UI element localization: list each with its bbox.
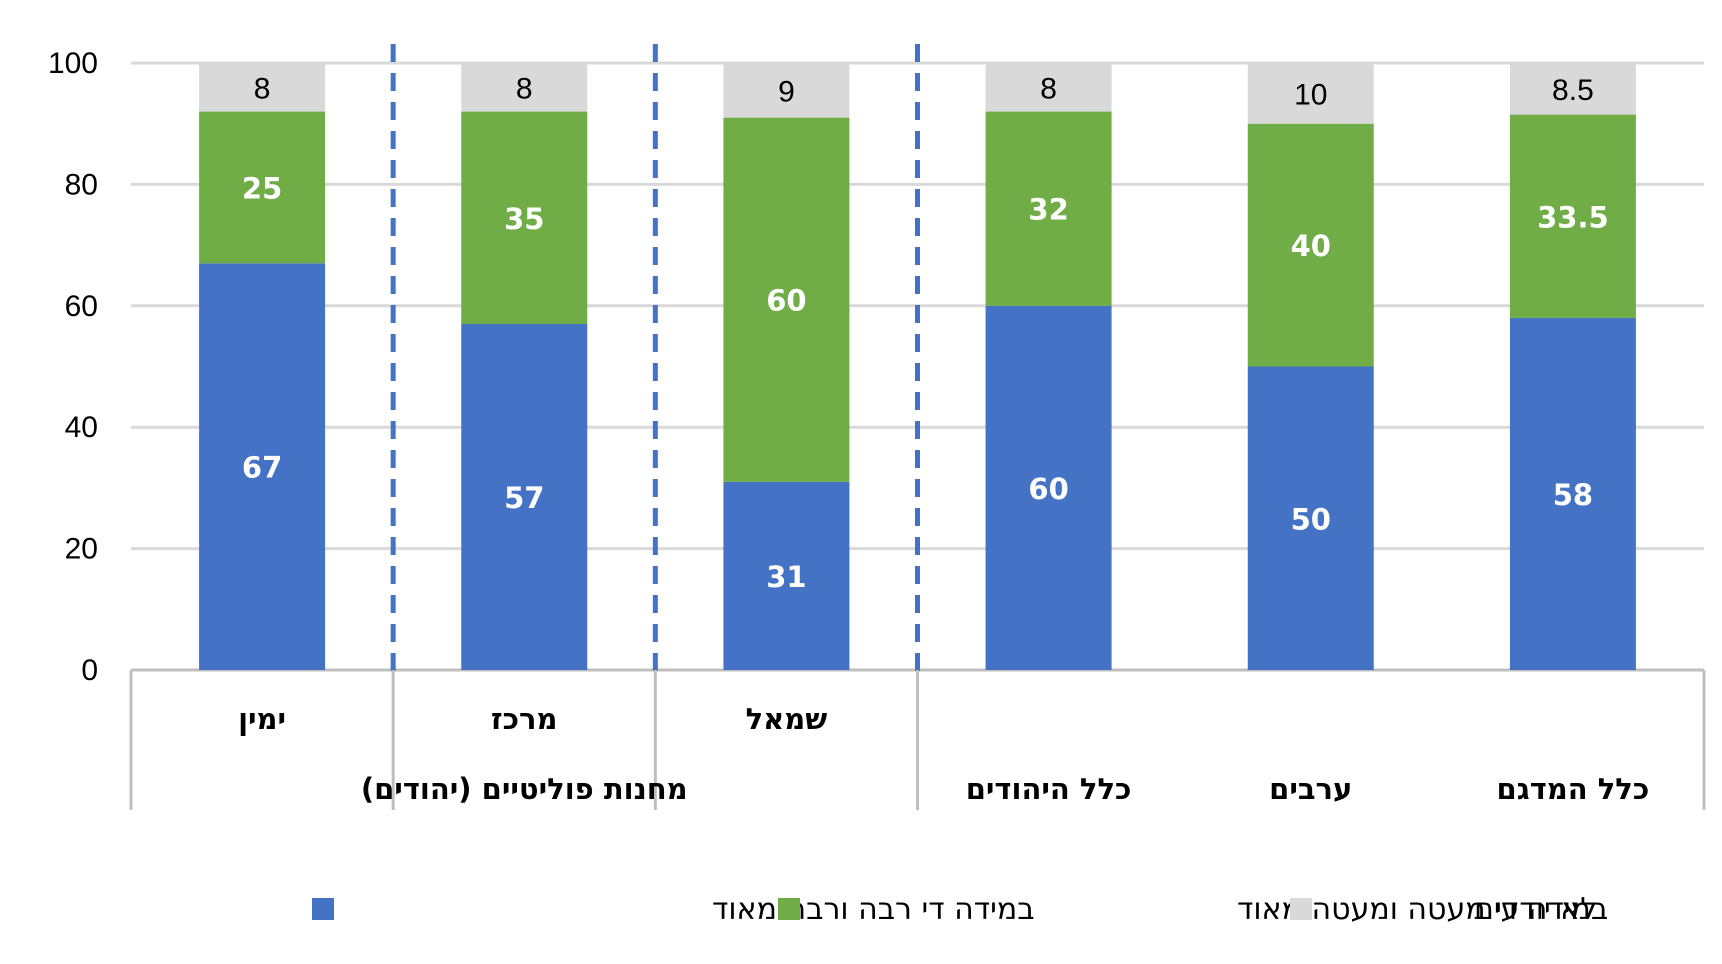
bar-segment bbox=[1509, 317, 1636, 670]
data-label: 50 bbox=[1291, 502, 1331, 536]
bar-segment bbox=[1247, 366, 1374, 670]
data-label: 31 bbox=[766, 560, 806, 594]
group-separators bbox=[390, 44, 920, 676]
category-label: ימין bbox=[238, 702, 286, 736]
bar-segment bbox=[985, 111, 1112, 306]
group-label: מחנות פוליטיים (יהודים) bbox=[361, 772, 688, 806]
legend: במידה די רבה ורבה מאוד במידה די מעטה ומעט… bbox=[312, 892, 1608, 927]
bar-segment bbox=[461, 63, 588, 112]
bar-segment bbox=[1247, 123, 1374, 367]
bar-segment bbox=[723, 481, 850, 670]
bar-segment bbox=[1509, 114, 1636, 318]
y-tick-label: 20 bbox=[65, 533, 98, 566]
legend-swatch bbox=[312, 898, 334, 920]
y-tick-label: 0 bbox=[81, 654, 98, 687]
category-label: שמאל bbox=[746, 702, 828, 736]
y-tick-label: 100 bbox=[48, 47, 98, 80]
bars bbox=[199, 63, 1636, 670]
data-labels: 58 33.5 8.5 50 40 10 60 32 8 31 60 9 57 35 8 67 25 8 bbox=[242, 72, 1609, 594]
legend-swatch bbox=[778, 898, 800, 920]
y-tick-label: 40 bbox=[65, 411, 98, 444]
bar-segment bbox=[199, 63, 326, 112]
bar-segment bbox=[1247, 63, 1374, 124]
y-axis: 0 20 40 60 80 100 bbox=[48, 47, 98, 687]
data-label: 25 bbox=[242, 171, 282, 205]
group-label: כלל המדגם bbox=[1497, 772, 1650, 806]
data-label: 40 bbox=[1291, 229, 1331, 263]
group-label: ערבים bbox=[1269, 772, 1352, 806]
category-label: מרכז bbox=[491, 702, 557, 736]
bar-segment bbox=[199, 263, 326, 670]
data-label: 9 bbox=[778, 75, 795, 108]
data-label: 8 bbox=[1040, 72, 1057, 105]
data-label: 8 bbox=[516, 72, 533, 105]
bar-segment bbox=[985, 305, 1112, 670]
y-tick-label: 80 bbox=[65, 168, 98, 201]
data-label: 33.5 bbox=[1537, 200, 1609, 234]
group-label: כלל היהודים bbox=[966, 772, 1132, 806]
bar-segment bbox=[199, 111, 326, 264]
data-label: 32 bbox=[1028, 193, 1068, 227]
bar-segment bbox=[723, 117, 850, 482]
legend-label: במידה די רבה ורבה מאוד bbox=[712, 892, 1035, 927]
y-tick-label: 60 bbox=[65, 290, 98, 323]
x-axis: שמאל מרכז ימין כלל המדגם ערבים כלל היהודים מחנ… bbox=[129, 670, 1706, 810]
data-label: 60 bbox=[1028, 472, 1068, 506]
data-label: 35 bbox=[504, 202, 544, 236]
bar-segment bbox=[1509, 63, 1636, 115]
bar-segment bbox=[985, 63, 1112, 112]
data-label: 8.5 bbox=[1552, 74, 1594, 107]
data-label: 58 bbox=[1553, 478, 1593, 512]
legend-label: לא יודעים bbox=[1474, 892, 1597, 927]
bar-segment bbox=[723, 63, 850, 118]
data-label: 67 bbox=[242, 451, 282, 485]
legend-swatch bbox=[1290, 898, 1312, 920]
data-label: 10 bbox=[1294, 78, 1327, 111]
bar-segment bbox=[461, 111, 588, 325]
bar-segment bbox=[461, 324, 588, 670]
data-label: 57 bbox=[504, 481, 544, 515]
data-label: 60 bbox=[766, 284, 806, 318]
data-label: 8 bbox=[254, 72, 271, 105]
